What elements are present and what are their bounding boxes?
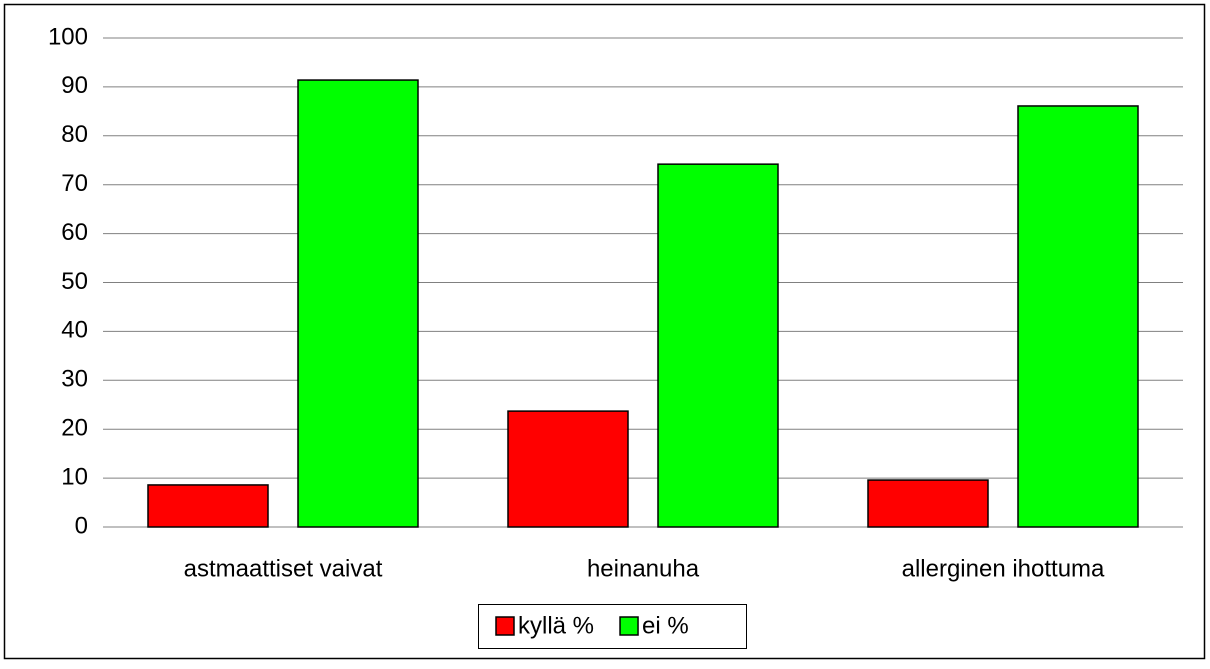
bar xyxy=(1017,105,1139,528)
legend-label: ei % xyxy=(642,612,689,639)
bar xyxy=(867,479,989,528)
y-tick-label: 30 xyxy=(61,366,88,393)
legend-box xyxy=(478,604,747,649)
y-tick-label: 40 xyxy=(61,317,88,344)
bar xyxy=(657,163,779,528)
y-tick-label: 10 xyxy=(61,463,88,490)
legend-swatch xyxy=(495,616,515,636)
y-tick-label: 20 xyxy=(61,415,88,442)
y-tick-label: 70 xyxy=(61,170,88,197)
y-tick-label: 100 xyxy=(48,23,88,50)
legend-label: kyllä % xyxy=(518,612,594,639)
bar xyxy=(297,79,419,528)
y-tick-label: 80 xyxy=(61,121,88,148)
bar xyxy=(507,410,629,528)
x-tick-label: heinanuha xyxy=(587,555,700,582)
bar xyxy=(147,484,269,528)
y-tick-label: 50 xyxy=(61,268,88,295)
x-tick-label: astmaattiset vaivat xyxy=(184,555,383,582)
x-tick-label: allerginen ihottuma xyxy=(902,555,1105,582)
y-tick-label: 90 xyxy=(61,72,88,99)
y-tick-label: 60 xyxy=(61,219,88,246)
legend-swatch xyxy=(619,616,639,636)
y-tick-label: 0 xyxy=(75,512,88,539)
